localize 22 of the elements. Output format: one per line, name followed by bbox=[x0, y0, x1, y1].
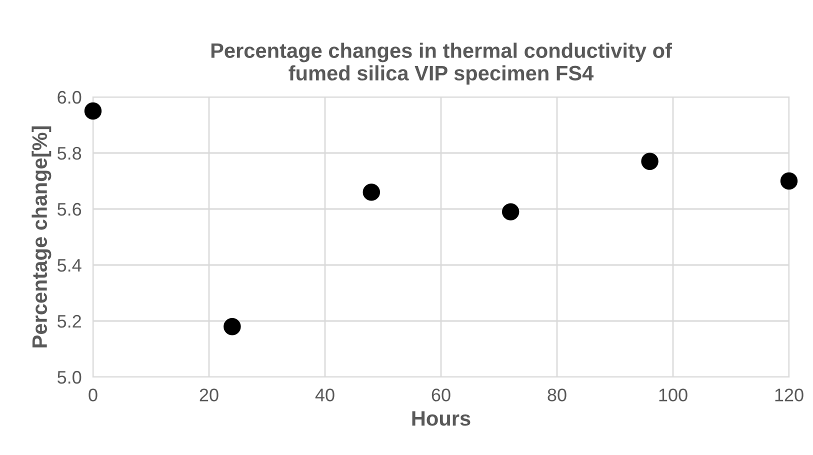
x-tick-label: 60 bbox=[432, 388, 450, 402]
x-tick-label: 100 bbox=[659, 388, 688, 402]
x-axis-title: Hours bbox=[412, 411, 470, 426]
point bbox=[502, 203, 520, 220]
x-tick-label: 20 bbox=[200, 388, 218, 402]
point bbox=[84, 102, 102, 120]
x-tick-label: 80 bbox=[548, 388, 566, 402]
y-tick-label: 5.6 bbox=[58, 202, 82, 216]
chart-title: Percentage changes in thermal conductivity of fumed silica VIP specimen FS4 bbox=[211, 42, 672, 85]
point bbox=[780, 172, 798, 190]
point bbox=[641, 152, 658, 170]
point bbox=[362, 184, 380, 201]
y-tick-label: 5.8 bbox=[58, 146, 82, 160]
point bbox=[224, 318, 241, 336]
x-tick-label: 0 bbox=[88, 388, 98, 402]
y-tick-label: 5.4 bbox=[58, 259, 82, 272]
x-tick-label: 120 bbox=[775, 388, 804, 402]
y-axis-title: Percentage change[%] bbox=[32, 126, 52, 348]
y-tick-label: 5.0 bbox=[58, 370, 82, 384]
x-tick-label: 40 bbox=[315, 388, 334, 402]
y-tick-label: 6.0 bbox=[58, 90, 82, 104]
y-tick-label: 5.2 bbox=[58, 314, 81, 328]
